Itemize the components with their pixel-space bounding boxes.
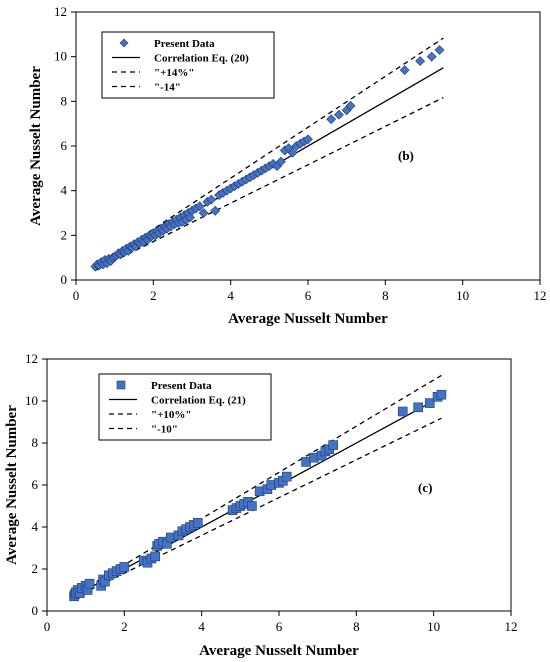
legend-entry-label: "+10%" [151,409,191,421]
chart-panel-1: 0 2 4 6 8 10 12 0 2 4 6 8 10 12 Average Nusselt Number… [4,351,518,659]
x-tick-label: 12 [534,288,547,303]
data-point [84,578,95,589]
x-tick-label: 8 [382,288,389,303]
data-point [426,51,437,62]
data-point [303,134,313,145]
x-tick-label: 2 [121,619,128,634]
x-tick-label: 2 [150,288,157,303]
x-tick-label: 8 [353,619,360,634]
data-point [397,406,408,417]
data-point [415,56,426,67]
series-line-3 [73,417,442,599]
data-point [326,114,337,125]
data-point [150,551,161,562]
data-point [119,562,130,572]
y-tick-label: 0 [61,272,68,287]
legend-marker [116,380,126,390]
legend-entry-label: Present Data [151,380,212,392]
x-axis-title: Average Nusselt Number [228,311,388,327]
y-tick-label: 4 [61,183,68,198]
data-point [198,208,209,218]
data-point [434,45,445,55]
data-point [413,402,424,413]
x-axis-title: Average Nusselt Number [199,643,359,659]
series-line-2 [94,37,444,268]
x-tick-label: 4 [198,619,205,634]
x-tick-label: 6 [305,288,312,303]
data-point [206,194,217,205]
y-axis-title: Average Nusselt Number [28,66,44,226]
y-tick-label: 12 [25,351,38,366]
y-tick-label: 12 [54,4,67,19]
data-point [210,205,221,216]
data-point [247,501,257,511]
y-tick-label: 10 [25,393,38,408]
x-tick-label: 4 [227,288,234,303]
series-line-3 [95,96,444,271]
y-tick-label: 6 [32,477,39,492]
series-line-1 [73,396,442,597]
data-point [193,517,203,528]
legend-entry-label: "-14" [154,82,181,94]
y-tick-label: 8 [61,93,68,108]
data-point [424,398,435,408]
data-point [399,65,410,75]
data-point [194,201,205,212]
chart-panel-0: 0 2 4 6 8 10 12 0 2 4 6 8 10 12 Average Nusselt Number… [28,4,547,327]
legend-entry-label: Correlation Eq. (20) [154,53,249,65]
panel-label: (c) [418,480,432,495]
data-point [436,389,447,400]
legend-entry-label: Present Data [154,38,215,50]
legend-marker [119,38,129,48]
x-tick-label: 6 [276,619,283,634]
data-point [328,440,338,450]
x-tick-label: 0 [73,288,80,303]
panel-label: (b) [398,148,414,163]
data-point [334,109,344,120]
x-tick-label: 10 [427,619,440,634]
x-tick-label: 12 [505,619,518,634]
legend: Present Data Correlation Eq. (20) "+14%" "-… [101,31,275,99]
y-axis-title: Average Nusselt Number [4,405,20,565]
y-tick-label: 6 [61,138,68,153]
data-point [281,471,292,482]
y-tick-label: 2 [32,561,39,576]
y-tick-label: 8 [32,435,39,450]
x-tick-label: 0 [44,619,51,634]
data-point [276,156,286,167]
y-tick-label: 2 [61,227,68,242]
legend-entry-label: Correlation Eq. (21) [151,395,246,407]
x-tick-label: 10 [456,288,469,303]
legend-entry-label: "-10" [151,424,178,436]
legend: Present Data Correlation Eq. (21) "+10%" "-… [98,373,272,441]
y-tick-label: 4 [32,519,39,534]
y-tick-label: 0 [32,603,39,618]
data-point [345,100,356,111]
legend-entry-label: "+14%" [154,67,194,79]
data-point [287,147,298,158]
y-tick-label: 10 [54,49,67,64]
